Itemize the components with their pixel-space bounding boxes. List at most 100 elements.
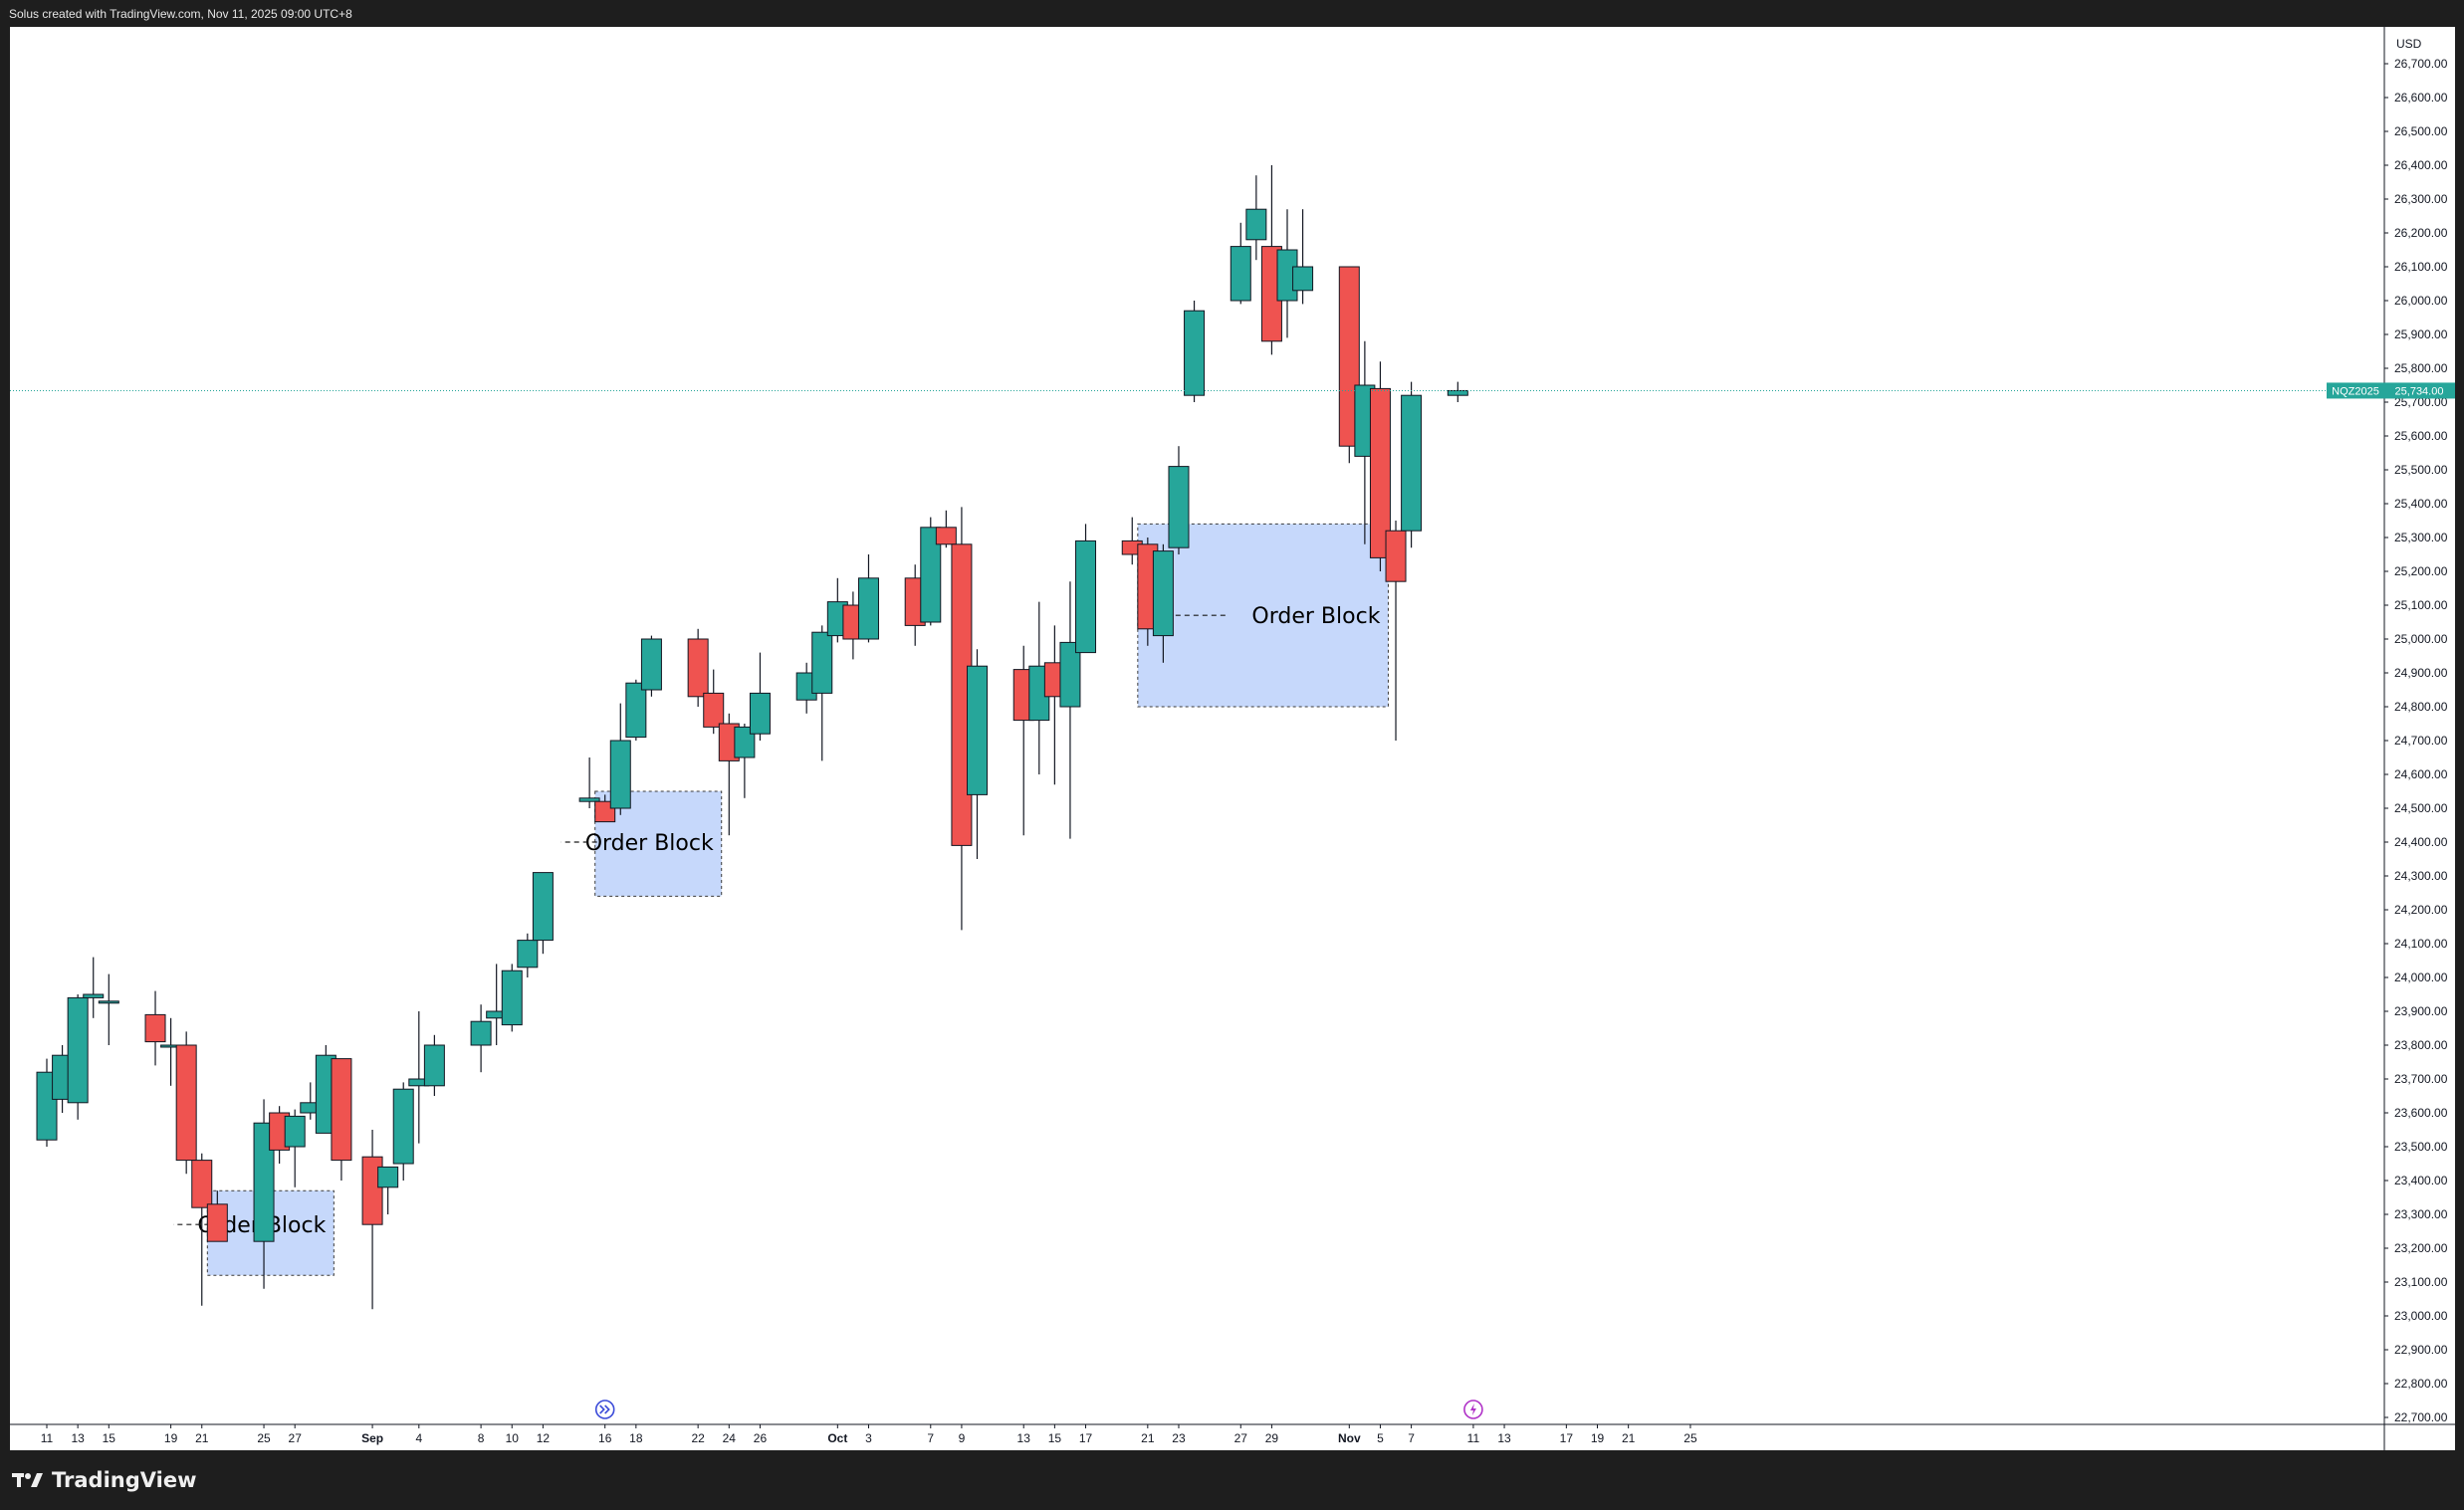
candle-up[interactable]	[640, 638, 662, 691]
price-tick-label: 25,300.00	[2394, 531, 2448, 544]
last-price-badge-label: 25,734.00	[2395, 385, 2444, 397]
price-tick-label: 24,200.00	[2394, 903, 2448, 917]
candle-down[interactable]	[191, 1160, 213, 1208]
time-tick-label: 8	[478, 1431, 485, 1445]
candle-up[interactable]	[284, 1115, 306, 1148]
price-tick-label: 25,700.00	[2394, 395, 2448, 409]
candle-up[interactable]	[517, 940, 539, 969]
last-price-badge	[2384, 382, 2455, 399]
time-tick-label: 5	[1377, 1431, 1384, 1445]
forward-glyph	[599, 1404, 610, 1414]
candle-up[interactable]	[392, 1088, 414, 1165]
candle-up[interactable]	[749, 692, 771, 735]
price-tick-label: 22,700.00	[2394, 1410, 2448, 1424]
time-tick-label: 21	[195, 1431, 209, 1445]
time-tick-label: 15	[1048, 1431, 1062, 1445]
price-tick-label: 26,100.00	[2394, 260, 2448, 274]
candle-up[interactable]	[253, 1122, 275, 1242]
price-tick-label: 23,300.00	[2394, 1207, 2448, 1221]
candle-down[interactable]	[144, 1013, 166, 1043]
time-tick-label: 7	[927, 1431, 934, 1445]
candle-down[interactable]	[1369, 387, 1391, 558]
candle-down[interactable]	[206, 1203, 228, 1242]
symbol-badge	[2327, 382, 2384, 399]
candle-up[interactable]	[1447, 389, 1468, 396]
chart-area[interactable]: Order Block Order Block Order Block USD 22,…	[10, 27, 2455, 1450]
time-tick-label: 27	[289, 1431, 303, 1445]
candle-up[interactable]	[1292, 266, 1314, 292]
price-tick-label: 24,700.00	[2394, 734, 2448, 748]
time-tick-label: 26	[754, 1431, 768, 1445]
price-tick-label: 26,600.00	[2394, 91, 2448, 105]
candle-up[interactable]	[578, 797, 600, 802]
brand[interactable]: TradingView	[12, 1468, 196, 1492]
candle-up[interactable]	[423, 1044, 445, 1087]
lightning-glyph	[1469, 1403, 1476, 1415]
time-tick-label: 22	[691, 1431, 705, 1445]
price-tick-label: 24,800.00	[2394, 700, 2448, 714]
price-axis-bg[interactable]	[2384, 27, 2455, 1450]
time-tick-label: 29	[1265, 1431, 1279, 1445]
candle-up[interactable]	[1401, 394, 1423, 532]
order-block-zone[interactable]	[594, 790, 723, 897]
candle-down[interactable]	[1338, 266, 1360, 447]
time-tick-label: 9	[959, 1431, 966, 1445]
price-tick-label: 25,200.00	[2394, 564, 2448, 578]
candle-up[interactable]	[967, 665, 988, 795]
candle-up[interactable]	[83, 993, 105, 998]
time-tick-label: 23	[1172, 1431, 1186, 1445]
candle-up[interactable]	[1152, 550, 1174, 637]
candle-up[interactable]	[609, 740, 631, 809]
candle-up[interactable]	[67, 996, 89, 1104]
time-tick-label: 25	[257, 1431, 271, 1445]
candle-down[interactable]	[1385, 530, 1407, 582]
candle-up[interactable]	[470, 1020, 492, 1046]
candle-down[interactable]	[703, 692, 725, 728]
time-tick-label: Sep	[361, 1431, 383, 1445]
time-tick-label: 7	[1408, 1431, 1415, 1445]
candle-down[interactable]	[687, 638, 709, 698]
candle-down[interactable]	[935, 527, 957, 545]
price-tick-label: 23,000.00	[2394, 1309, 2448, 1323]
time-tick-label: 12	[537, 1431, 551, 1445]
candle-down[interactable]	[594, 800, 616, 823]
time-tick-label: 4	[415, 1431, 422, 1445]
time-tick-label: 3	[865, 1431, 872, 1445]
currency-label: USD	[2396, 37, 2422, 51]
candle-up[interactable]	[920, 527, 942, 623]
price-tick-label: 26,000.00	[2394, 294, 2448, 308]
candle-up[interactable]	[1184, 310, 1206, 396]
candle-up[interactable]	[1230, 246, 1251, 302]
candle-up[interactable]	[734, 726, 756, 758]
candle-up[interactable]	[811, 631, 833, 694]
price-tick-label: 23,600.00	[2394, 1106, 2448, 1120]
candle-up[interactable]	[1075, 539, 1097, 654]
candle-up[interactable]	[1168, 466, 1190, 548]
candle-up[interactable]	[36, 1071, 58, 1141]
price-tick-label: 24,900.00	[2394, 666, 2448, 680]
attribution-text: Solus created with TradingView.com, Nov …	[9, 7, 352, 21]
candle-down[interactable]	[175, 1044, 197, 1162]
price-tick-label: 25,100.00	[2394, 598, 2448, 612]
candle-up[interactable]	[1059, 641, 1081, 708]
price-tick-label: 25,400.00	[2394, 497, 2448, 511]
price-tick-label: 23,500.00	[2394, 1140, 2448, 1154]
time-tick-label: 21	[1622, 1431, 1636, 1445]
candle-up[interactable]	[98, 1000, 119, 1004]
price-tick-label: 23,900.00	[2394, 1004, 2448, 1018]
candle-up[interactable]	[857, 577, 879, 640]
time-tick-label: 15	[103, 1431, 116, 1445]
candle-up[interactable]	[377, 1166, 399, 1188]
candles-layer	[36, 165, 1468, 1310]
price-tick-label: 23,400.00	[2394, 1174, 2448, 1187]
candle-up[interactable]	[532, 872, 554, 942]
price-tick-label: 25,500.00	[2394, 463, 2448, 477]
time-tick-label: 11	[41, 1431, 54, 1445]
candle-up[interactable]	[501, 970, 523, 1026]
candle-down[interactable]	[361, 1156, 383, 1225]
candle-down[interactable]	[331, 1058, 352, 1162]
candle-up[interactable]	[1245, 208, 1267, 241]
candle-up[interactable]	[625, 682, 647, 739]
